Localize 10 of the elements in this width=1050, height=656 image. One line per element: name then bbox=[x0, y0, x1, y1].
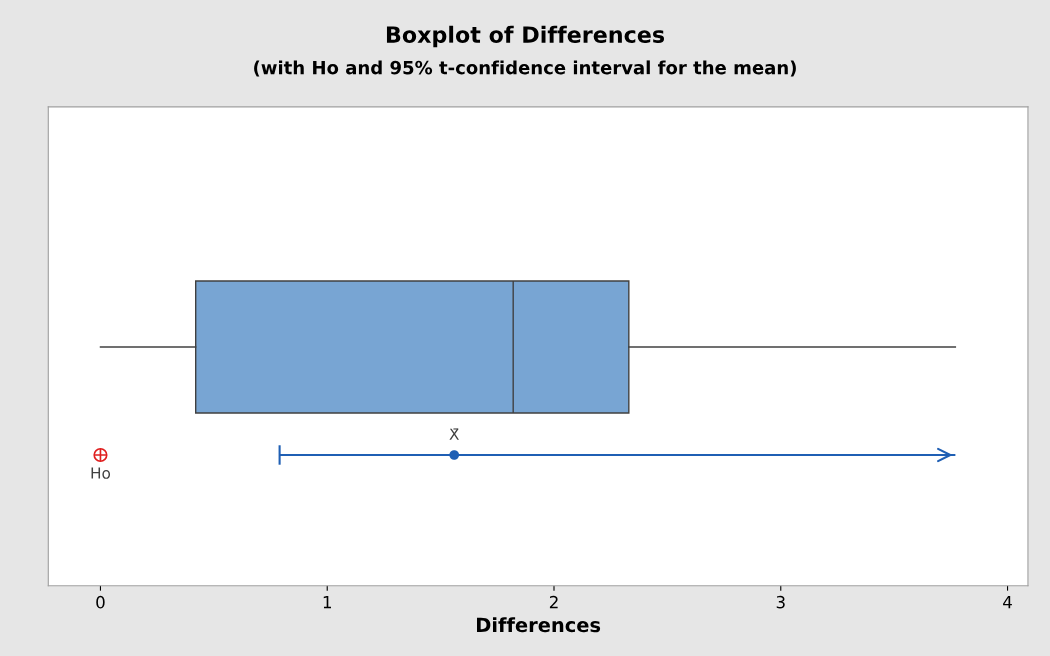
x-tick-label: 3 bbox=[776, 595, 785, 609]
chart-subtitle: (with Ho and 95% t-confidence interval for the mean) bbox=[254, 60, 796, 77]
series-label: Ho bbox=[91, 467, 111, 479]
chart-title: Boxplot of Differences bbox=[386, 25, 665, 48]
x-tick-label: 1 bbox=[323, 596, 331, 609]
x-tick-label: 2 bbox=[549, 595, 558, 609]
x-tick-label: 0 bbox=[96, 595, 105, 609]
x-tick-label: 4 bbox=[1003, 596, 1012, 609]
x-axis-title: Differences bbox=[477, 617, 601, 633]
series-label: X̄ bbox=[449, 428, 459, 440]
